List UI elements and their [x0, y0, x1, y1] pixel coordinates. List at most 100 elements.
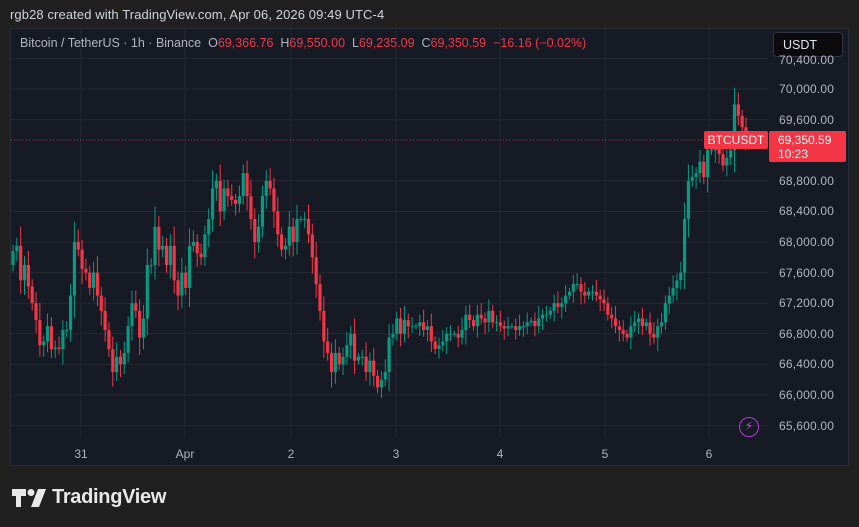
candle	[372, 347, 376, 387]
candle	[99, 286, 103, 326]
candle	[425, 320, 430, 342]
candle	[487, 299, 491, 333]
candle	[456, 325, 460, 348]
candle	[368, 352, 372, 386]
price-tick-label: 66,000.00	[779, 388, 835, 402]
candle	[725, 149, 729, 177]
candle	[341, 347, 345, 376]
candle	[26, 250, 30, 299]
last-price-label: 69,350.59 10:23	[769, 131, 846, 162]
candle	[556, 291, 560, 313]
candle	[11, 244, 15, 272]
candle	[610, 306, 614, 329]
candle	[567, 287, 572, 300]
low-value: 69,235.09	[358, 36, 415, 50]
candle	[249, 179, 253, 230]
currency-button[interactable]: USDT	[773, 32, 843, 57]
candle	[410, 317, 414, 334]
candle	[590, 284, 595, 301]
candle	[180, 258, 184, 309]
candle	[433, 336, 437, 355]
candle	[22, 256, 27, 295]
candle	[452, 330, 456, 337]
symbol-title: Bitcoin / TetherUS · 1h · Binance	[20, 36, 202, 50]
candle	[471, 315, 476, 331]
candle	[237, 185, 242, 213]
candle	[130, 290, 134, 341]
bar-countdown: 10:23	[778, 147, 809, 161]
candle	[134, 290, 138, 318]
candle	[736, 92, 740, 126]
high-value: 69,550.00	[289, 36, 346, 50]
price-tick-label: 67,200.00	[779, 296, 835, 311]
candle	[107, 322, 111, 357]
candle	[210, 170, 215, 232]
candle	[260, 185, 265, 238]
candle	[122, 341, 126, 375]
time-tick-label: 31	[74, 447, 88, 461]
candle	[283, 237, 288, 260]
candle	[19, 226, 23, 294]
candle	[491, 304, 495, 329]
candle	[575, 273, 579, 290]
candle	[291, 217, 295, 257]
candle	[395, 311, 399, 341]
candle	[483, 312, 487, 334]
candle	[583, 281, 587, 304]
candle	[91, 261, 96, 301]
candle	[349, 325, 353, 359]
tradingview-logo[interactable]: TradingView	[12, 486, 166, 509]
candle	[525, 312, 529, 334]
open-label: O	[208, 36, 218, 50]
candle	[314, 241, 318, 298]
candle	[253, 208, 257, 259]
candle	[149, 258, 153, 274]
candle	[663, 295, 668, 331]
candle	[280, 227, 284, 257]
candle	[126, 316, 130, 363]
candle	[306, 204, 311, 244]
candle	[468, 304, 472, 329]
candle	[675, 273, 679, 301]
candle	[233, 193, 238, 216]
candle	[560, 297, 564, 319]
candle	[241, 164, 245, 205]
candle	[418, 314, 422, 336]
candle	[732, 87, 737, 173]
candle	[510, 323, 514, 330]
candle	[268, 168, 272, 196]
candle	[475, 304, 479, 338]
price-tick-label: 66,400.00	[779, 357, 835, 372]
candle	[264, 170, 268, 209]
candle	[448, 325, 453, 341]
candle	[337, 346, 341, 371]
candle	[422, 309, 426, 337]
candle	[667, 286, 671, 314]
candle	[172, 226, 176, 294]
tradingview-wordmark: TradingView	[52, 486, 167, 508]
candle	[329, 343, 334, 388]
candle	[153, 206, 157, 280]
candle	[176, 271, 180, 311]
candle	[230, 184, 234, 206]
candle	[686, 164, 691, 238]
price-tick-label: 67,600.00	[779, 265, 835, 280]
close-label: C	[421, 36, 431, 50]
candle	[445, 326, 449, 355]
candle	[72, 221, 77, 318]
candle	[514, 318, 518, 340]
lightning-event-icon[interactable]: ⚡	[739, 417, 759, 437]
candle	[272, 177, 276, 228]
candle	[138, 299, 142, 356]
candle	[659, 312, 664, 334]
candle	[15, 237, 19, 262]
price-tick-label: 68,000.00	[779, 235, 835, 249]
candle	[587, 287, 591, 300]
candle	[648, 312, 652, 346]
candle	[406, 313, 410, 339]
candle	[460, 317, 464, 345]
time-tick-label: 5	[601, 447, 609, 461]
candle	[544, 305, 549, 322]
candle	[203, 225, 207, 267]
